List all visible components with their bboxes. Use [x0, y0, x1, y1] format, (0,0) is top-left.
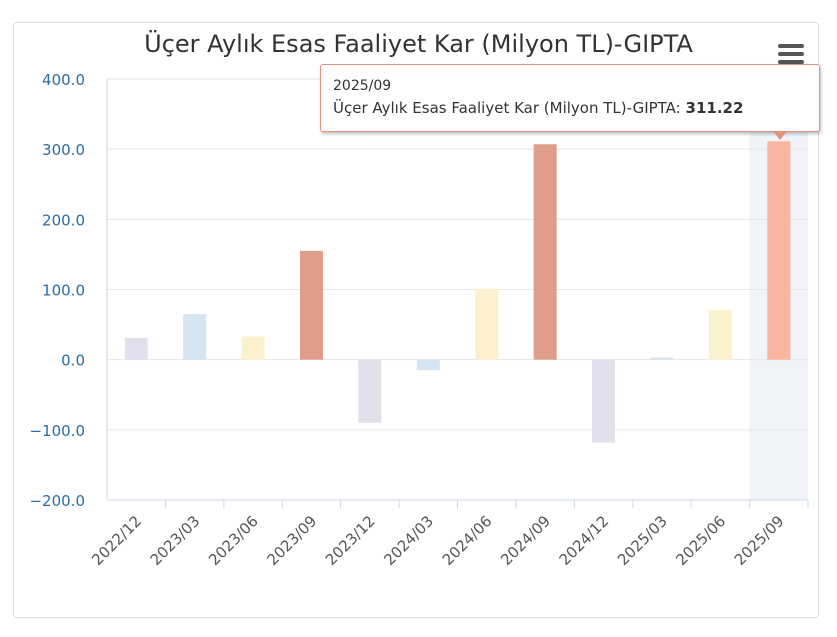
tooltip: 2025/09 Üçer Aylık Esas Faaliyet Kar (Mi… — [320, 64, 820, 132]
y-tick-label: 300.0 — [42, 141, 85, 159]
x-tick-label: 2023/09 — [263, 512, 320, 569]
tooltip-pointer — [773, 131, 787, 140]
x-tick-label: 2025/03 — [614, 512, 671, 569]
x-tick-label: 2024/09 — [497, 512, 554, 569]
hamburger-icon[interactable] — [778, 44, 804, 66]
bar — [475, 288, 499, 360]
x-tick-label: 2023/03 — [147, 512, 204, 569]
bar — [650, 357, 674, 360]
y-tick-label: 200.0 — [42, 211, 85, 229]
x-tick-label: 2023/06 — [205, 512, 262, 569]
bar — [592, 359, 616, 443]
x-tick-label: 2025/09 — [731, 512, 788, 569]
tooltip-header: 2025/09 — [333, 78, 392, 94]
x-tick-label: 2024/12 — [556, 512, 613, 569]
bar — [416, 359, 440, 371]
y-tick-label: 0.0 — [61, 352, 85, 370]
y-tick-label: 100.0 — [42, 282, 85, 300]
chart-title: Üçer Aylık Esas Faaliyet Kar (Milyon TL)… — [144, 30, 693, 58]
bar — [241, 336, 265, 360]
bar — [299, 250, 323, 360]
y-tick-label: −100.0 — [29, 422, 85, 440]
bar — [708, 309, 732, 360]
x-tick-label: 2024/03 — [380, 512, 437, 569]
y-tick-label: −200.0 — [29, 492, 85, 510]
x-tick-label: 2023/12 — [322, 512, 379, 569]
bar — [358, 359, 382, 423]
tooltip-series-label: Üçer Aylık Esas Faaliyet Kar (Milyon TL)… — [333, 99, 681, 117]
bar — [124, 337, 148, 360]
bar — [767, 141, 791, 360]
x-tick-label: 2025/06 — [672, 512, 729, 569]
y-tick-label: 400.0 — [42, 71, 85, 89]
bar — [183, 314, 207, 360]
x-tick-label: 2022/12 — [88, 512, 145, 569]
tooltip-value: 311.22 — [685, 99, 744, 117]
bar — [533, 144, 557, 360]
x-tick-label: 2024/06 — [439, 512, 496, 569]
